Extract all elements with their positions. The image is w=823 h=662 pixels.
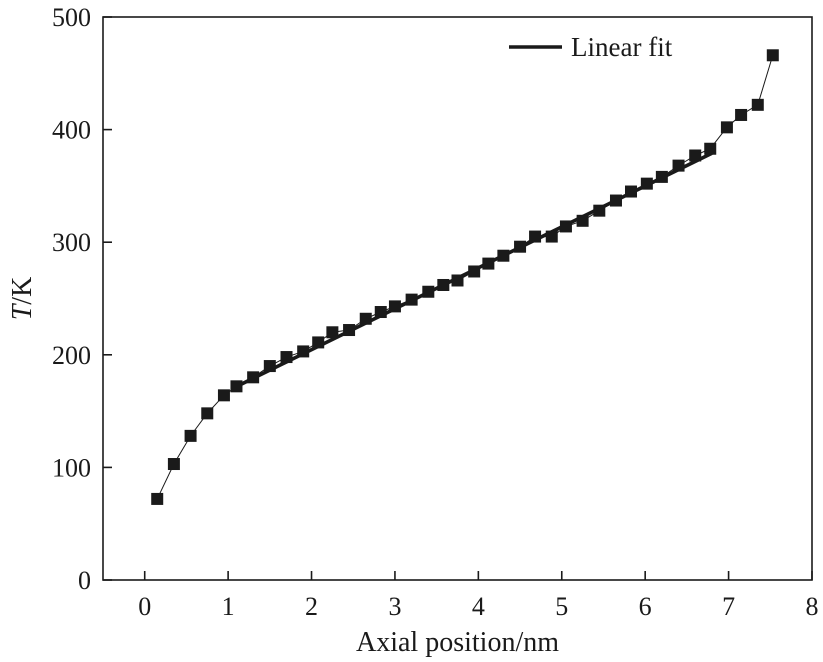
- data-point: [559, 220, 572, 233]
- data-point: [655, 170, 668, 183]
- plot-frame: [102, 16, 813, 581]
- data-point: [167, 458, 180, 471]
- data-point: [343, 324, 356, 337]
- y-axis-label: T/K: [7, 277, 38, 321]
- y-tick-label: 0: [78, 566, 91, 595]
- data-point: [388, 300, 401, 313]
- data-point: [201, 407, 214, 420]
- data-point: [326, 326, 339, 339]
- data-point: [640, 177, 653, 190]
- data-point: [374, 306, 387, 319]
- x-tick-label: 4: [472, 592, 485, 621]
- data-point: [217, 389, 230, 402]
- data-point: [593, 204, 606, 217]
- x-tick-label: 6: [639, 592, 652, 621]
- data-point: [624, 185, 637, 198]
- y-tick-label: 100: [52, 453, 91, 482]
- legend-label-linear-fit: Linear fit: [571, 32, 673, 62]
- data-point: [359, 312, 372, 325]
- y-tick-label: 200: [52, 341, 91, 370]
- x-tick-label: 1: [222, 592, 235, 621]
- data-point: [735, 108, 748, 121]
- data-point: [280, 351, 293, 364]
- data-point: [405, 293, 418, 306]
- data-point: [230, 380, 243, 393]
- x-tick-label: 0: [138, 592, 151, 621]
- data-point: [704, 142, 717, 155]
- x-tick-label: 8: [806, 592, 819, 621]
- y-tick-label: 400: [52, 116, 91, 145]
- data-points: [151, 49, 779, 505]
- data-point: [437, 278, 450, 291]
- y-tick-label: 500: [52, 3, 91, 32]
- data-point: [247, 371, 260, 384]
- data-point: [184, 429, 197, 442]
- y-axis-label-symbol: T: [7, 302, 38, 320]
- data-point: [422, 285, 435, 298]
- data-point: [751, 98, 764, 111]
- data-point: [609, 194, 622, 207]
- data-point: [297, 345, 310, 358]
- data-point: [263, 360, 276, 373]
- x-tick-label: 5: [555, 592, 568, 621]
- x-axis-label: Axial position/nm: [356, 627, 559, 658]
- data-point: [468, 265, 481, 278]
- series-connector: [156, 55, 774, 500]
- legend: Linear fit: [509, 32, 673, 62]
- data-point: [312, 336, 325, 349]
- data-point: [482, 257, 495, 270]
- data-point: [720, 121, 733, 134]
- data-point: [545, 230, 558, 243]
- data-point: [529, 230, 542, 243]
- x-tick-label: 3: [388, 592, 401, 621]
- data-point: [689, 149, 702, 162]
- x-tick-label: 7: [722, 592, 735, 621]
- data-point: [451, 274, 464, 287]
- data-point: [514, 240, 527, 253]
- y-axis-ticks: 0 100 200 300 400 500: [52, 3, 112, 595]
- y-tick-label: 300: [52, 228, 91, 257]
- data-point: [672, 159, 685, 172]
- data-connector-line: [156, 55, 774, 500]
- data-point: [766, 49, 779, 62]
- plot-border: [102, 16, 813, 581]
- y-axis-label-unit: /K: [7, 277, 38, 305]
- data-point: [497, 249, 510, 262]
- data-point: [151, 492, 164, 505]
- data-point: [576, 214, 589, 227]
- x-axis-ticks: 0 1 2 3 4 5 6 7 8: [138, 571, 819, 621]
- x-tick-label: 2: [305, 592, 318, 621]
